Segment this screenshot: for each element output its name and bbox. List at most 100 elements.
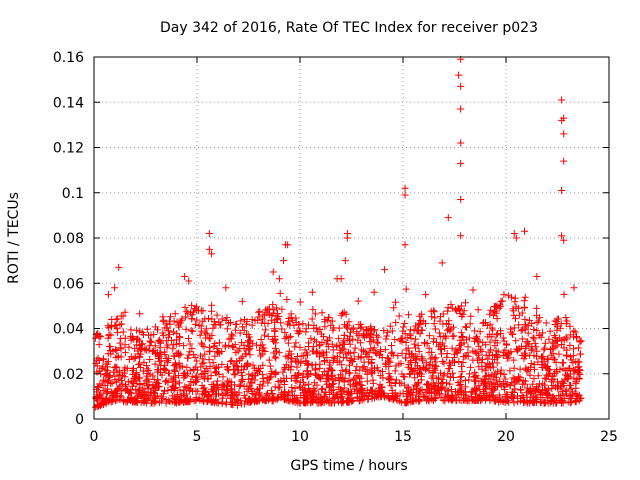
data-point (209, 324, 217, 332)
data-point (184, 384, 192, 392)
data-point (237, 354, 245, 362)
data-point (414, 380, 422, 388)
data-point (315, 390, 323, 398)
data-point (263, 374, 271, 382)
data-point (425, 344, 433, 352)
data-point (512, 377, 520, 385)
data-point (327, 372, 335, 380)
data-point (213, 311, 221, 319)
data-point (457, 139, 465, 147)
data-point (561, 394, 569, 402)
data-point (169, 378, 177, 386)
data-point (295, 328, 303, 336)
data-point (229, 366, 237, 374)
data-point (512, 303, 520, 311)
data-point (272, 369, 280, 377)
data-point (222, 284, 230, 292)
data-point (102, 360, 110, 368)
data-point (353, 328, 361, 336)
data-point (258, 396, 266, 404)
data-point (461, 299, 469, 307)
data-point (530, 335, 538, 343)
y-tick-label: 0.1 (62, 186, 84, 202)
data-point (440, 342, 448, 350)
data-point (117, 377, 125, 385)
data-point (508, 293, 516, 301)
data-point (499, 398, 507, 406)
data-point (520, 355, 528, 363)
data-point (232, 320, 240, 328)
data-point (399, 323, 407, 331)
data-point (302, 328, 310, 336)
data-point (235, 382, 243, 390)
data-point (547, 378, 555, 386)
data-point (260, 331, 268, 339)
data-point (277, 319, 285, 327)
data-point (441, 332, 449, 340)
data-point (509, 307, 517, 315)
data-point (205, 245, 213, 253)
data-point (191, 305, 199, 313)
data-point (572, 395, 580, 403)
data-point (529, 380, 537, 388)
data-point (331, 393, 339, 401)
data-point (284, 339, 292, 347)
data-point (432, 388, 440, 396)
data-point (304, 385, 312, 393)
data-point (408, 364, 416, 372)
data-point (510, 364, 518, 372)
data-point (486, 330, 494, 338)
data-point (487, 391, 495, 399)
data-point (502, 380, 510, 388)
data-point (284, 391, 292, 399)
data-point (189, 327, 197, 335)
data-point (529, 333, 537, 341)
data-point (236, 329, 244, 337)
data-point (489, 363, 497, 371)
data-point (201, 368, 209, 376)
data-point (509, 374, 517, 382)
data-point (571, 328, 579, 336)
data-point (316, 374, 324, 382)
data-point (185, 277, 193, 285)
data-point (102, 394, 110, 402)
data-point (117, 344, 125, 352)
data-point (261, 347, 269, 355)
data-point (173, 393, 181, 401)
data-point (206, 335, 214, 343)
data-point (458, 333, 466, 341)
data-point (544, 386, 552, 394)
data-point (344, 321, 352, 329)
data-point (324, 336, 332, 344)
data-point (338, 375, 346, 383)
data-point (305, 343, 313, 351)
data-point (223, 377, 231, 385)
data-point (546, 366, 554, 374)
data-point (546, 327, 554, 335)
data-point (308, 315, 316, 323)
data-point (549, 393, 557, 401)
data-point (97, 332, 105, 340)
data-point (254, 316, 262, 324)
data-point (399, 389, 407, 397)
data-point (470, 373, 478, 381)
data-point (558, 96, 566, 104)
data-point (411, 344, 419, 352)
data-point (513, 392, 521, 400)
data-point (416, 330, 424, 338)
data-point (208, 307, 216, 315)
data-point (136, 360, 144, 368)
data-point (437, 384, 445, 392)
data-point (386, 322, 394, 330)
data-point (443, 379, 451, 387)
data-point (384, 354, 392, 362)
data-point (264, 379, 272, 387)
data-point (416, 397, 424, 405)
data-point (215, 339, 223, 347)
data-point (212, 390, 220, 398)
data-point (302, 395, 310, 403)
data-point (173, 318, 181, 326)
data-point (487, 306, 495, 314)
data-point (188, 315, 196, 323)
data-point (147, 388, 155, 396)
